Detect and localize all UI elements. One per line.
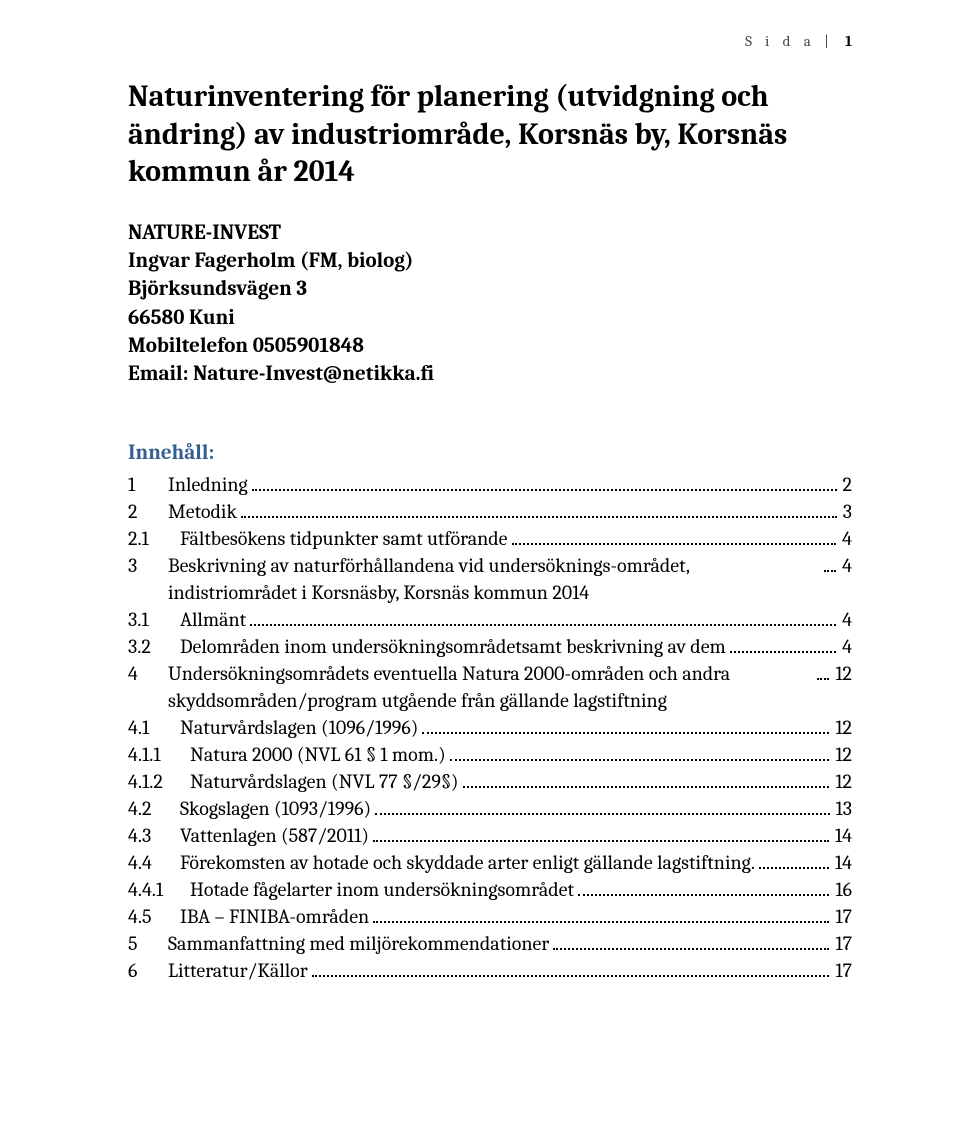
toc-entry-page: 3 [841, 498, 852, 525]
toc-entry-label: Natura 2000 (NVL 61 § 1 mom.) [190, 741, 446, 768]
toc-entry-label: IBA – FINIBA-områden [180, 903, 369, 930]
author-org: NATURE-INVEST [128, 219, 852, 247]
toc-entry-page: 14 [833, 849, 852, 876]
toc-leader [759, 851, 829, 869]
toc-entry-number: 4.2 [128, 795, 180, 822]
toc-entry-page: 12 [833, 714, 852, 741]
toc-entry-label: Vattenlagen (587/2011) [180, 822, 369, 849]
toc-entry-page: 17 [833, 930, 852, 957]
toc-entry: 3.2Delområden inom undersökningsområdets… [128, 633, 852, 660]
toc-entry: 4.1Naturvårdslagen (1096/1996) 12 [128, 714, 852, 741]
toc-entry: 3Beskrivning av naturförhållandena vid u… [128, 552, 852, 606]
page-header-label: S i d a | [745, 32, 834, 50]
toc-leader [312, 959, 830, 977]
toc-leader [450, 743, 830, 761]
author-block: NATURE-INVEST Ingvar Fagerholm (FM, biol… [128, 219, 852, 389]
toc-entry: 6Litteratur/Källor 17 [128, 957, 852, 984]
toc-entry: 4.2Skogslagen (1093/1996) 13 [128, 795, 852, 822]
toc-entry-number: 4 [128, 660, 168, 687]
page-header: S i d a | 1 [745, 32, 852, 50]
toc-leader [553, 932, 829, 950]
table-of-contents: 1Inledning22Metodik32.1Fältbesökens tidp… [128, 471, 852, 984]
author-email: Email: Nature-Invest@netikka.fi [128, 360, 852, 388]
toc-entry: 4.4.1Hotade fågelarter inom undersökning… [128, 876, 852, 903]
toc-leader [373, 824, 829, 842]
toc-entry-number: 6 [128, 957, 168, 984]
toc-leader [375, 797, 829, 815]
toc-entry-label: Sammanfattning med miljörekommendationer [168, 930, 549, 957]
toc-entry-number: 4.3 [128, 822, 180, 849]
toc-entry: 4.5IBA – FINIBA-områden 17 [128, 903, 852, 930]
toc-entry-label: Naturvårdslagen (1096/1996) [180, 714, 418, 741]
document-title: Naturinventering för planering (utvidgni… [128, 78, 852, 191]
toc-entry-number: 3.2 [128, 633, 180, 660]
author-address: Björksundsvägen 3 [128, 275, 852, 303]
toc-entry-label: Metodik [168, 498, 237, 525]
toc-entry-label: Inledning [168, 471, 248, 498]
toc-entry-number: 1 [128, 471, 168, 498]
toc-leader [463, 770, 830, 788]
toc-entry-number: 5 [128, 930, 168, 957]
toc-entry-page: 12 [833, 660, 852, 687]
toc-entry-label: Litteratur/Källor [168, 957, 308, 984]
toc-entry-number: 4.1 [128, 714, 180, 741]
toc-entry-number: 2 [128, 498, 168, 525]
toc-entry-number: 3.1 [128, 606, 180, 633]
toc-entry-number: 4.5 [128, 903, 180, 930]
toc-entry-page: 17 [833, 957, 852, 984]
toc-leader [578, 878, 829, 896]
toc-leader [241, 500, 837, 518]
toc-leader [730, 635, 836, 653]
author-postal: 66580 Kuni [128, 304, 852, 332]
toc-entry-number: 3 [128, 552, 168, 579]
page-number: 1 [845, 32, 852, 50]
toc-entry: 2Metodik 3 [128, 498, 852, 525]
toc-entry-page: 12 [833, 741, 852, 768]
toc-entry: 5Sammanfattning med miljörekommendatione… [128, 930, 852, 957]
toc-entry: 4.3Vattenlagen (587/2011) 14 [128, 822, 852, 849]
toc-entry: 4.4Förekomsten av hotade och skyddade ar… [128, 849, 852, 876]
toc-leader [373, 905, 829, 923]
toc-entry-label: Förekomsten av hotade och skyddade arter… [180, 849, 755, 876]
toc-entry-page: 16 [833, 876, 852, 903]
toc-entry: 3.1Allmänt 4 [128, 606, 852, 633]
toc-entry-page: 4 [840, 633, 852, 660]
toc-entry: 1Inledning 2 [128, 471, 852, 498]
toc-entry-label: Allmänt [180, 606, 246, 633]
author-name: Ingvar Fagerholm (FM, biolog) [128, 247, 852, 275]
toc-entry-label: Fältbesökens tidpunkter samt utförande [180, 525, 508, 552]
toc-entry-page: 4 [840, 552, 852, 579]
toc-entry-page: 17 [833, 903, 852, 930]
toc-entry-label: Naturvårdslagen (NVL 77 §/29§) [190, 768, 459, 795]
author-phone: Mobiltelefon 0505901848 [128, 332, 852, 360]
toc-entry-page: 4 [840, 606, 852, 633]
toc-entry-page: 13 [834, 795, 852, 822]
toc-leader [817, 662, 829, 680]
toc-leader [512, 527, 837, 545]
toc-entry-page: 4 [840, 525, 852, 552]
toc-entry-number: 4.1.1 [128, 741, 190, 768]
toc-heading: Innehåll: [128, 441, 852, 465]
toc-leader [824, 554, 836, 572]
toc-entry: 4.1.2Naturvårdslagen (NVL 77 §/29§) 12 [128, 768, 852, 795]
toc-entry-label: Skogslagen (1093/1996) [180, 795, 371, 822]
toc-leader [252, 473, 837, 491]
toc-entry: 4.1.1Natura 2000 (NVL 61 § 1 mom.) 12 [128, 741, 852, 768]
toc-entry-page: 14 [833, 822, 852, 849]
toc-leader [250, 608, 836, 626]
toc-entry-page: 2 [841, 471, 852, 498]
toc-leader [422, 716, 829, 734]
toc-entry-label: Beskrivning av naturförhållandena vid un… [168, 552, 820, 606]
toc-entry-label: Hotade fågelarter inom undersökningsområ… [190, 876, 574, 903]
toc-entry-number: 4.4 [128, 849, 180, 876]
toc-entry-page: 12 [833, 768, 852, 795]
toc-entry-number: 4.4.1 [128, 876, 190, 903]
toc-entry-label: Delområden inom undersökningsområdetsamt… [180, 633, 726, 660]
toc-entry: 4Undersökningsområdets eventuella Natura… [128, 660, 852, 714]
toc-entry-label: Undersökningsområdets eventuella Natura … [168, 660, 813, 714]
toc-entry-number: 4.1.2 [128, 768, 190, 795]
toc-entry: 2.1Fältbesökens tidpunkter samt utförand… [128, 525, 852, 552]
toc-entry-number: 2.1 [128, 525, 180, 552]
